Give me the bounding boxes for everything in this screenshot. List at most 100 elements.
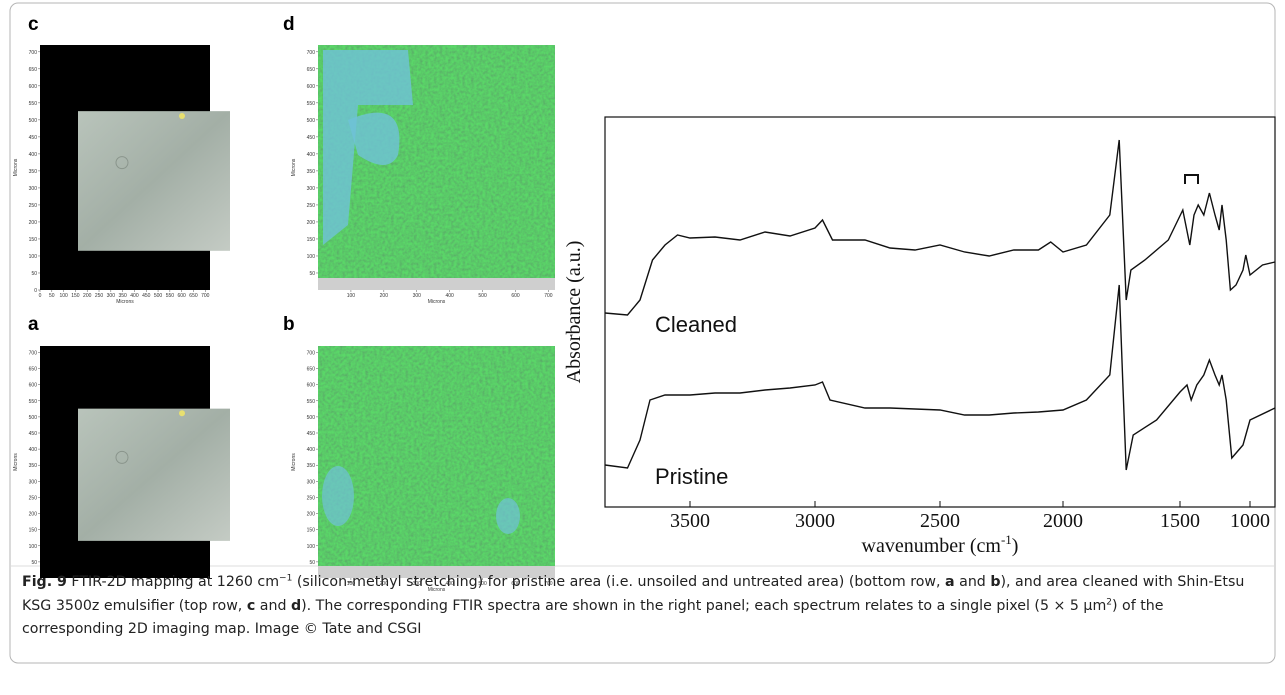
y-tick-label: 500	[29, 118, 38, 124]
y-tick-label: 600	[307, 84, 316, 90]
y-tick-label: 100	[29, 544, 38, 550]
y-tick-label: 50	[309, 560, 315, 566]
y-tick-label: 300	[29, 186, 38, 192]
x-axis-label: Microns	[428, 587, 446, 593]
panel-label: c	[28, 14, 39, 35]
y-tick-label: 650	[307, 67, 316, 73]
x-tick-label: 300	[107, 293, 116, 299]
panel-label: d	[283, 14, 295, 35]
y-tick-label: 150	[29, 237, 38, 243]
y-tick-label: 300	[29, 479, 38, 485]
band-bracket	[1184, 174, 1199, 184]
y-tick-label: 400	[307, 152, 316, 158]
caption-text: 2	[1106, 596, 1113, 607]
y-tick-label: 200	[307, 220, 316, 226]
caption-text: ), and area cleaned with Shin-Etsu KSG 3…	[22, 574, 1245, 614]
x-axis-label: wavenumber (cm-1)	[862, 532, 1019, 557]
y-tick-label: 200	[29, 220, 38, 226]
x-tick-label: 350	[118, 293, 127, 299]
y-tick-label: 250	[307, 495, 316, 501]
y-tick-label: 550	[29, 399, 38, 405]
y-tick-label: 600	[307, 383, 316, 389]
map-texture	[318, 346, 555, 566]
y-tick-label: 200	[29, 512, 38, 518]
x-tick-label: 50	[49, 293, 55, 299]
x-tick-label: 700	[544, 581, 553, 587]
x-tick-label: 450	[142, 293, 151, 299]
x-tick-label: 500	[478, 293, 487, 299]
x-tick-label: 400	[445, 293, 454, 299]
caption-text: a	[945, 574, 955, 590]
map-region	[496, 498, 520, 534]
caption: Fig. 9 FTIR-2D mapping at 1260 cm−1 (sil…	[22, 571, 1267, 642]
x-tick-label: 200	[380, 293, 389, 299]
y-tick-label: 50	[31, 271, 37, 277]
caption-text: −1	[279, 573, 293, 584]
x-tick-label: 1500	[1160, 510, 1200, 532]
spectrum-line	[604, 284, 1276, 471]
x-tick-label: 400	[445, 581, 454, 587]
x-tick-label: 650	[189, 293, 198, 299]
y-tick-label: 250	[29, 495, 38, 501]
x-tick-label: 3500	[670, 510, 710, 532]
x-tick-label: 500	[154, 293, 163, 299]
y-tick-label: 150	[29, 528, 38, 534]
y-tick-label: 350	[307, 463, 316, 469]
series-label: Cleaned	[655, 312, 737, 337]
y-tick-label: 500	[307, 415, 316, 421]
y-axis-label: Microns	[13, 158, 19, 176]
particle	[115, 156, 129, 170]
y-tick-label: 200	[307, 512, 316, 518]
x-tick-label: 500	[478, 581, 487, 587]
map-region	[322, 466, 354, 526]
x-tick-label: 2000	[1043, 510, 1083, 532]
y-tick-label: 250	[29, 203, 38, 209]
y-tick-label: 100	[307, 544, 316, 550]
x-tick-label: 550	[166, 293, 175, 299]
y-tick-label: 400	[307, 447, 316, 453]
y-tick-label: 550	[29, 101, 38, 107]
x-tick-label: 300	[413, 293, 422, 299]
caption-text: ) of the corresponding 2D imaging map. I…	[22, 597, 1164, 638]
y-tick-label: 700	[29, 350, 38, 356]
micrograph	[78, 408, 230, 541]
x-tick-label: 400	[130, 293, 139, 299]
particle	[115, 450, 129, 464]
spectrum-line	[604, 139, 1276, 316]
y-tick-label: 650	[307, 367, 316, 373]
series-label: Pristine	[655, 464, 728, 489]
panel-label: a	[28, 314, 39, 335]
x-label-text: wavenumber (cm	[862, 535, 1002, 557]
y-axis-label: Microns	[291, 453, 297, 471]
map-region	[348, 112, 400, 165]
y-tick-label: 700	[307, 50, 316, 56]
y-tick-label: 400	[29, 447, 38, 453]
y-axis-label: Microns	[291, 158, 297, 176]
y-tick-label: 0	[34, 288, 37, 294]
x-tick-label: 700	[544, 293, 553, 299]
x-label-sup: -1	[1001, 532, 1012, 547]
caption-text: Fig. 9	[22, 574, 67, 590]
scroll-strip	[318, 278, 555, 290]
y-tick-label: 500	[307, 118, 316, 124]
y-tick-label: 500	[29, 415, 38, 421]
y-tick-label: 100	[29, 254, 38, 260]
x-tick-label: 600	[511, 581, 520, 587]
y-tick-label: 600	[29, 84, 38, 90]
caption-text: FTIR-2D mapping at 1260 cm	[66, 574, 280, 590]
x-axis-label: Microns	[428, 299, 446, 305]
y-tick-label: 450	[307, 135, 316, 141]
caption-text: ). The corresponding FTIR spectra are sh…	[301, 597, 1107, 614]
caption-text: and	[954, 574, 991, 590]
caption-text: d	[290, 597, 302, 614]
y-tick-label: 350	[307, 169, 316, 175]
x-tick-label: 100	[347, 581, 356, 587]
y-tick-label: 150	[307, 528, 316, 534]
micrograph	[78, 111, 230, 251]
particle	[179, 113, 185, 120]
y-tick-label: 650	[29, 367, 38, 373]
x-tick-label: 700	[201, 293, 210, 299]
caption-text: (silicon-methyl stretching) for pristine…	[292, 574, 946, 590]
y-tick-label: 400	[29, 152, 38, 158]
